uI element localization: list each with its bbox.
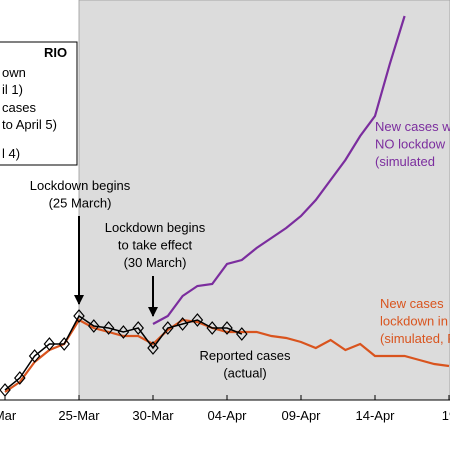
data-point <box>206 321 218 335</box>
x-tick-label: Mar <box>0 408 17 423</box>
annotation: New cases w <box>375 119 450 134</box>
series-line <box>4 314 243 391</box>
x-tick-label: 14-Apr <box>355 408 395 423</box>
annotation: Lockdown begins <box>105 220 206 235</box>
data-point <box>191 313 204 327</box>
data-point <box>0 383 11 397</box>
legend-text: cases <box>2 100 36 115</box>
data-point <box>14 371 26 385</box>
data-point <box>117 325 130 339</box>
series-line <box>152 15 406 325</box>
data-point <box>176 317 189 331</box>
x-tick-label: 25-Mar <box>58 408 100 423</box>
annotation: (30 March) <box>124 255 187 270</box>
plot <box>0 15 450 397</box>
x-tick-label: 30-Mar <box>132 408 174 423</box>
data-point <box>162 321 174 335</box>
annotation: Lockdown begins <box>30 178 131 193</box>
data-point <box>147 341 159 355</box>
annotation: (25 March) <box>49 196 112 211</box>
legend-text: RIO <box>44 45 67 60</box>
legend-text: own <box>2 65 26 80</box>
data-point <box>43 337 56 351</box>
annotation: NO lockdow <box>375 137 446 152</box>
data-point <box>236 327 248 341</box>
data-point <box>28 349 41 363</box>
data-point <box>88 319 100 333</box>
annotation: (simulated <box>375 154 435 169</box>
data-point <box>58 337 70 351</box>
series-line <box>4 318 450 393</box>
annotation: (simulated, R <box>380 331 450 346</box>
annotation: (actual) <box>223 366 266 381</box>
x-tick-label: 09-Apr <box>281 408 321 423</box>
annotation: to take effect <box>118 238 193 253</box>
data-point <box>73 309 85 323</box>
annotation: New cases <box>380 296 444 311</box>
legend-text: il 1) <box>2 82 23 97</box>
x-tick-label: 04-Apr <box>207 408 247 423</box>
data-point <box>132 321 144 335</box>
x-tick-label: 19 <box>442 408 450 423</box>
legend-box <box>0 41 78 166</box>
annotation: lockdown in <box>380 314 448 329</box>
data-point <box>221 321 233 335</box>
data-point <box>102 321 115 335</box>
legend-text: l 4) <box>2 146 20 161</box>
legend-text: to April 5) <box>2 117 57 132</box>
annotation: Reported cases <box>199 348 291 363</box>
